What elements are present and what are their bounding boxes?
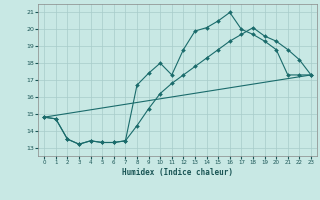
X-axis label: Humidex (Indice chaleur): Humidex (Indice chaleur) bbox=[122, 168, 233, 177]
